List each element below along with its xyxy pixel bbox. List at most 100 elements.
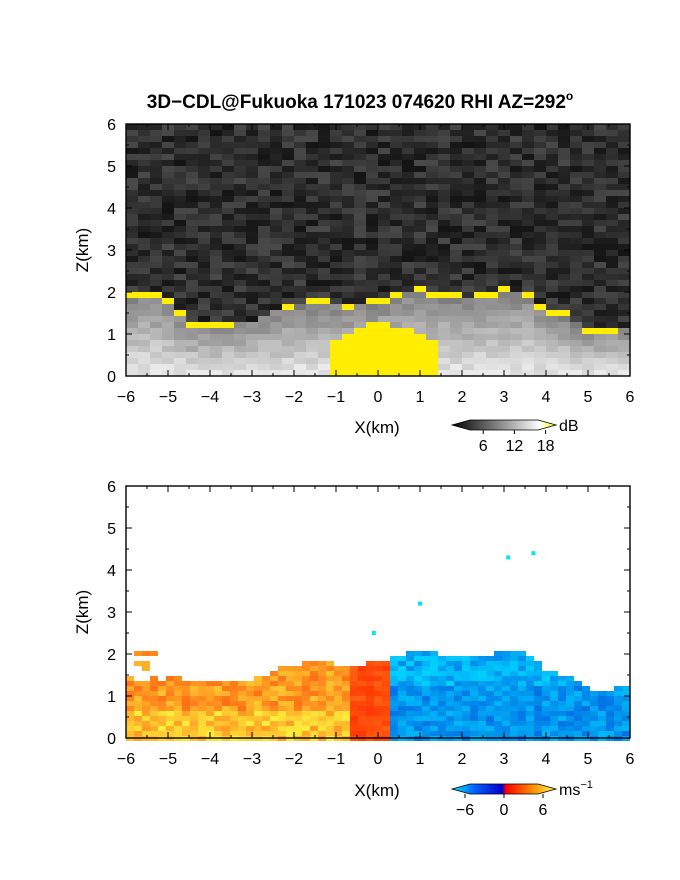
- intensity-cell: [330, 274, 342, 280]
- intensity-cell: [618, 280, 630, 286]
- intensity-cell: [438, 364, 450, 370]
- intensity-cell: [450, 214, 462, 220]
- intensity-cell: [390, 238, 402, 244]
- intensity-cell: [486, 352, 498, 358]
- intensity-cell: [570, 226, 582, 232]
- velocity-cell: [406, 666, 414, 671]
- velocity-cell: [502, 681, 510, 686]
- intensity-cell: [162, 328, 174, 334]
- intensity-cell: [510, 244, 522, 250]
- intensity-cell: [414, 304, 426, 310]
- intensity-cell: [462, 232, 474, 238]
- intensity-cell: [450, 310, 462, 316]
- intensity-cell: [510, 316, 522, 322]
- intensity-cell: [354, 316, 366, 322]
- intensity-cell: [246, 334, 258, 340]
- intensity-cell: [234, 232, 246, 238]
- intensity-cell: [246, 286, 258, 292]
- intensity-cell: [354, 226, 366, 232]
- velocity-cell: [366, 721, 374, 726]
- velocity-cell: [566, 681, 574, 686]
- velocity-cell: [550, 686, 558, 691]
- velocity-cell: [502, 661, 510, 666]
- intensity-cell: [390, 304, 402, 310]
- intensity-cell: [438, 184, 450, 190]
- intensity-cell: [366, 172, 378, 178]
- intensity-cell: [510, 202, 522, 208]
- intensity-cell: [510, 220, 522, 226]
- intensity-cell: [558, 322, 570, 328]
- velocity-cell: [422, 711, 430, 716]
- velocity-cell: [174, 701, 182, 706]
- velocity-cell: [198, 716, 206, 721]
- intensity-cell: [234, 250, 246, 256]
- intensity-cell: [474, 316, 486, 322]
- intensity-cell: [318, 364, 330, 370]
- velocity-cell: [406, 721, 414, 726]
- intensity-cell: [594, 124, 606, 130]
- intensity-cell: [558, 286, 570, 292]
- velocity-cell: [454, 716, 462, 721]
- intensity-cell: [534, 226, 546, 232]
- x-tick-label: 4: [542, 751, 551, 768]
- intensity-cell: [210, 310, 222, 316]
- intensity-cell: [618, 244, 630, 250]
- velocity-cell: [582, 721, 590, 726]
- intensity-cell: [450, 238, 462, 244]
- intensity-cell: [546, 268, 558, 274]
- intensity-cell: [474, 172, 486, 178]
- intensity-cell: [318, 172, 330, 178]
- velocity-cell: [622, 706, 630, 711]
- velocity-cell: [350, 701, 358, 706]
- velocity-cell: [150, 696, 158, 701]
- intensity-cell: [570, 196, 582, 202]
- intensity-cell: [570, 244, 582, 250]
- intensity-cell: [318, 226, 330, 232]
- velocity-cell: [382, 696, 390, 701]
- velocity-cell: [318, 731, 326, 736]
- velocity-cell: [518, 681, 526, 686]
- velocity-cell: [598, 691, 606, 696]
- intensity-cell: [414, 346, 426, 352]
- intensity-cell: [126, 352, 138, 358]
- velocity-cell: [502, 696, 510, 701]
- intensity-cell: [618, 160, 630, 166]
- intensity-cell: [390, 148, 402, 154]
- intensity-cell: [330, 232, 342, 238]
- velocity-cell: [558, 686, 566, 691]
- velocity-cell: [134, 721, 142, 726]
- intensity-cell: [426, 244, 438, 250]
- intensity-cell: [474, 202, 486, 208]
- intensity-cell: [186, 154, 198, 160]
- intensity-cell: [342, 310, 354, 316]
- intensity-cell: [402, 298, 414, 304]
- intensity-cell: [462, 178, 474, 184]
- velocity-cell: [294, 681, 302, 686]
- intensity-cell: [126, 370, 138, 376]
- intensity-cell: [426, 172, 438, 178]
- intensity-cell: [366, 154, 378, 160]
- intensity-cell: [390, 310, 402, 316]
- velocity-cell: [398, 691, 406, 696]
- intensity-cell: [594, 142, 606, 148]
- velocity-cell: [574, 696, 582, 701]
- velocity-cell: [566, 696, 574, 701]
- intensity-cell: [354, 304, 366, 310]
- intensity-cell: [618, 136, 630, 142]
- intensity-cell: [510, 268, 522, 274]
- intensity-cell: [258, 154, 270, 160]
- intensity-cell: [246, 322, 258, 328]
- intensity-cell: [462, 346, 474, 352]
- intensity-cell: [198, 334, 210, 340]
- velocity-cell: [254, 701, 262, 706]
- velocity-cell: [134, 706, 142, 711]
- intensity-cell: [366, 280, 378, 286]
- velocity-cell: [510, 666, 518, 671]
- intensity-cell: [390, 214, 402, 220]
- velocity-cell: [478, 726, 486, 731]
- intensity-cell: [210, 214, 222, 220]
- intensity-cell: [618, 196, 630, 202]
- intensity-cell: [414, 316, 426, 322]
- intensity-cell: [402, 178, 414, 184]
